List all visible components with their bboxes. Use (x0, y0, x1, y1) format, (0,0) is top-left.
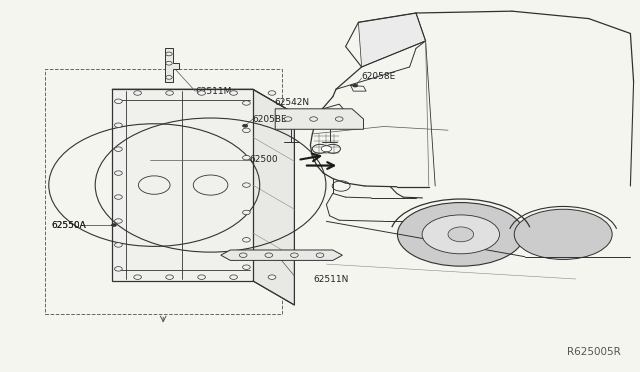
Circle shape (166, 275, 173, 279)
Circle shape (316, 253, 324, 257)
Circle shape (321, 146, 332, 152)
Text: 62550A: 62550A (51, 221, 86, 230)
Circle shape (353, 84, 358, 87)
Circle shape (166, 91, 173, 95)
Text: 6205BE: 6205BE (253, 115, 287, 124)
Circle shape (198, 275, 205, 279)
Polygon shape (221, 250, 342, 260)
Circle shape (134, 91, 141, 95)
Circle shape (265, 253, 273, 257)
Text: 62500: 62500 (250, 155, 278, 164)
Circle shape (166, 61, 172, 65)
Circle shape (268, 275, 276, 279)
Circle shape (243, 128, 250, 132)
Circle shape (166, 52, 172, 56)
Circle shape (115, 267, 122, 271)
Polygon shape (358, 13, 426, 67)
Polygon shape (112, 89, 253, 281)
Circle shape (243, 183, 250, 187)
Circle shape (230, 91, 237, 95)
Circle shape (115, 195, 122, 199)
Circle shape (268, 91, 276, 95)
Circle shape (243, 124, 248, 127)
Circle shape (448, 227, 474, 242)
Circle shape (115, 171, 122, 175)
Circle shape (284, 117, 292, 121)
Polygon shape (275, 109, 364, 129)
Circle shape (243, 210, 250, 215)
Ellipse shape (397, 202, 524, 266)
Circle shape (115, 147, 122, 151)
Polygon shape (112, 89, 294, 113)
Circle shape (198, 91, 205, 95)
Circle shape (115, 243, 122, 247)
Circle shape (335, 117, 343, 121)
Circle shape (243, 155, 250, 160)
Text: 62511M: 62511M (195, 87, 232, 96)
Circle shape (243, 238, 250, 242)
Circle shape (115, 123, 122, 128)
Circle shape (166, 76, 172, 79)
Circle shape (230, 275, 237, 279)
Circle shape (111, 224, 116, 227)
Text: 62058E: 62058E (362, 72, 396, 81)
Ellipse shape (515, 209, 612, 260)
Polygon shape (165, 48, 179, 82)
Circle shape (291, 253, 298, 257)
Circle shape (243, 265, 250, 269)
Text: 62511N: 62511N (314, 275, 349, 284)
Polygon shape (253, 89, 294, 305)
Circle shape (239, 253, 247, 257)
Text: 62550A: 62550A (51, 221, 86, 230)
Circle shape (115, 219, 122, 223)
Ellipse shape (422, 215, 499, 254)
Text: R625005R: R625005R (567, 347, 621, 357)
Circle shape (134, 275, 141, 279)
Circle shape (115, 99, 122, 103)
Bar (45, 69, 282, 314)
Circle shape (243, 101, 250, 105)
Circle shape (310, 117, 317, 121)
Text: 62542N: 62542N (274, 98, 309, 107)
